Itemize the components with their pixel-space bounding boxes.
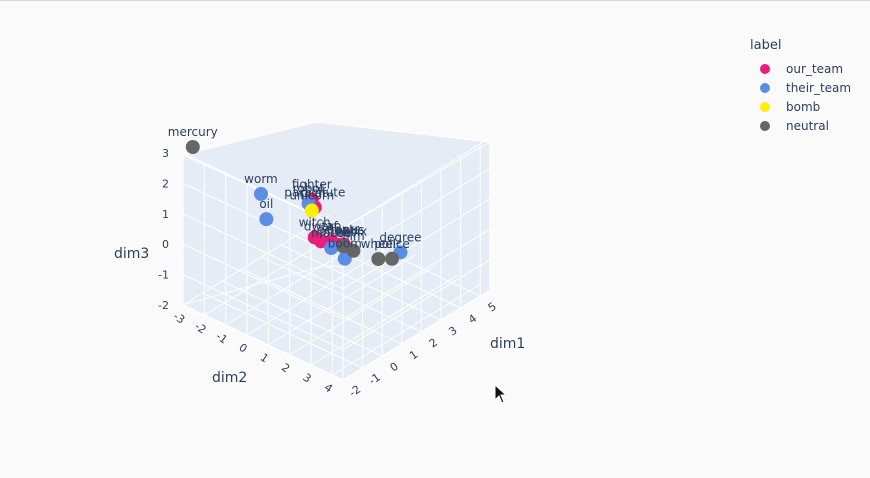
- tick-label-dim2: -3: [171, 310, 187, 327]
- point-police: [385, 251, 399, 266]
- point-label-degree: degree: [379, 230, 421, 244]
- tick-label-dim2: -1: [213, 330, 229, 347]
- tick-label-dim1: 4: [466, 312, 479, 327]
- grid-line-z: [342, 198, 491, 290]
- point-label-phoenix: phoenix: [319, 224, 367, 238]
- point-label-oil: oil: [259, 197, 273, 211]
- point-label-parachute: parachute: [284, 185, 345, 199]
- point-oil: [259, 212, 274, 227]
- point-label-fighter: fighter: [292, 177, 332, 191]
- legend-item-their-team[interactable]: their_team: [744, 78, 870, 97]
- grid-line-x: [202, 292, 363, 369]
- tick-label-dim3: 2: [162, 177, 169, 190]
- grid-line-z: [342, 259, 491, 351]
- tick-label-dim1: 5: [486, 300, 499, 315]
- axis-title-dim1: dim1: [490, 336, 525, 352]
- tick-label-dim2: -2: [192, 320, 208, 337]
- grid-line-x: [221, 280, 383, 357]
- point-label-mercury: mercury: [168, 125, 218, 139]
- point-unicorn: [304, 203, 319, 218]
- data-points: [185, 140, 408, 266]
- tick-label-dim2: 0: [236, 341, 249, 356]
- tick-label-dim1: 1: [407, 348, 420, 363]
- point-label-bat: bat: [336, 226, 356, 240]
- grid-line-z: [182, 213, 344, 290]
- grid-line-y: [332, 284, 480, 376]
- legend-marker-our-team: [760, 63, 770, 74]
- grid-line-z: [342, 289, 491, 381]
- grid-line-y: [310, 274, 459, 366]
- tick-label-dim2: 2: [279, 361, 292, 376]
- grid-line-z: [342, 228, 491, 320]
- point-wheel: [371, 251, 386, 266]
- grid-line-z: [182, 274, 344, 351]
- tick-label-dim2: 3: [300, 371, 313, 386]
- point-label-police: police: [374, 237, 410, 251]
- top-border: [0, 0, 870, 1]
- point-label-mouse: mouse: [311, 226, 351, 240]
- point-label-octopus: octopus: [317, 223, 364, 237]
- legend-title: label: [750, 38, 782, 53]
- tick-label-dim1: 3: [446, 324, 459, 339]
- tick-label-dim2: 4: [322, 381, 335, 396]
- tick-label-dim1: 0: [388, 360, 401, 375]
- grid-line-z: [342, 137, 491, 229]
- grid-line-y: [289, 264, 437, 356]
- grid-line-x: [280, 244, 442, 321]
- grid-line-z: [182, 243, 344, 320]
- point-label-wheel: wheel: [361, 237, 397, 251]
- legend-marker-neutral: [760, 120, 770, 131]
- point-film: [346, 243, 361, 258]
- legend-label-bomb: bomb: [786, 99, 821, 114]
- grid-line-y: [268, 254, 416, 346]
- tick-label-dim1: -2: [347, 383, 363, 400]
- tick-label-dim3: 0: [162, 238, 169, 251]
- point-mercury: [185, 140, 200, 154]
- tick-label-dim3: -1: [158, 269, 169, 282]
- point-label-pants: pants: [327, 222, 361, 236]
- grid-line-y: [246, 244, 395, 336]
- legend-item-neutral[interactable]: neutral: [744, 116, 870, 135]
- legend-item-bomb[interactable]: bomb: [744, 97, 870, 116]
- legend-marker-bomb: [760, 101, 770, 112]
- point-label-unicorn: unicorn: [289, 189, 334, 203]
- point-label-boom: boom: [328, 237, 362, 251]
- grid-line-x: [241, 268, 403, 345]
- tick-label-dim3: 1: [162, 208, 169, 221]
- legend: label our_team their_team bomb neutral: [744, 38, 870, 135]
- grid-line-x: [261, 256, 422, 333]
- point-dwarf: [313, 234, 328, 249]
- tick-label-dim3: -2: [158, 299, 169, 312]
- legend-label-neutral: neutral: [786, 118, 829, 133]
- point-worm: [253, 186, 268, 201]
- legend-label-their-team: their_team: [786, 80, 852, 95]
- legend-label-our-team: our_team: [786, 61, 844, 76]
- tick-label-dim3: 3: [162, 147, 169, 160]
- point-mouse: [324, 241, 339, 255]
- point-label-dwarf: dwarf: [304, 219, 339, 233]
- tick-label-dim1: -1: [366, 371, 382, 388]
- point-label-witch: witch: [299, 215, 331, 229]
- axis-title-dim2: dim2: [212, 370, 247, 386]
- tick-label-dim2: 1: [258, 351, 271, 366]
- point-label-robot: robot: [293, 181, 325, 195]
- mouse-cursor-icon: [494, 384, 508, 404]
- legend-item-our-team[interactable]: our_team: [744, 59, 870, 78]
- legend-marker-their-team: [760, 82, 770, 93]
- point-label-pilot: pilot: [300, 186, 327, 200]
- axis-title-dim3: dim3: [114, 246, 149, 262]
- grid-line-x: [182, 304, 344, 381]
- point-label-tap: tap: [322, 219, 342, 233]
- point-label-film: film: [342, 229, 365, 243]
- grid-line-y: [182, 214, 331, 306]
- point-label-worm: worm: [244, 172, 278, 186]
- tick-label-dim1: 2: [427, 336, 440, 351]
